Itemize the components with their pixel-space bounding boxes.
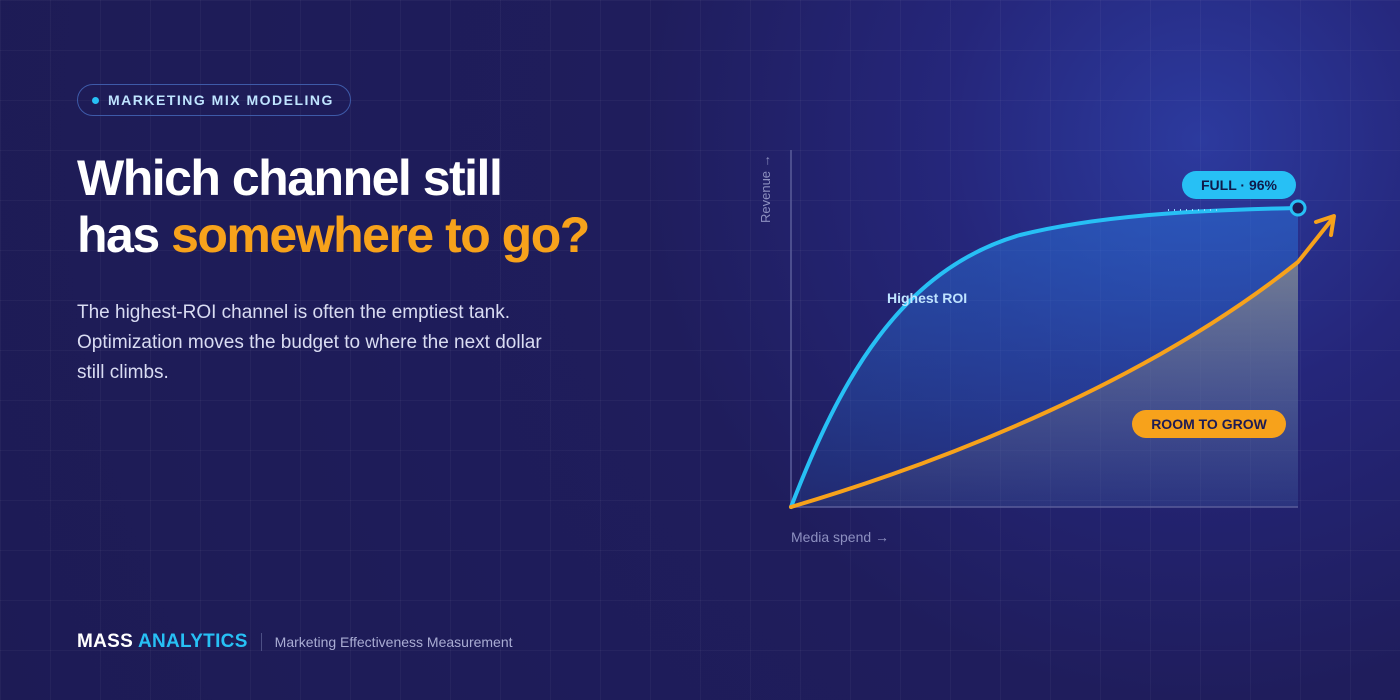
x-axis-label: Media spend → [791, 529, 889, 545]
footer: MASS ANALYTICS Marketing Effectiveness M… [77, 630, 513, 654]
full-label: FULL · 96% [1201, 177, 1278, 193]
full-marker [1289, 199, 1307, 217]
badge: MARKETING MIX MODELING [77, 84, 351, 116]
grow-pill [1132, 410, 1286, 438]
badge-text: MARKETING MIX MODELING [108, 92, 334, 108]
blue-curve [789, 206, 1300, 509]
brand: MASS ANALYTICS [77, 631, 248, 653]
headline-text: has [77, 207, 160, 263]
headline-highlight: somewhere to go? [171, 207, 590, 263]
brand-highlight: ANALYTICS [137, 631, 248, 652]
grow-label: ROOM TO GROW [1151, 416, 1267, 432]
headline-line: has somewhere to go? [77, 207, 590, 264]
brand-text: MASS [77, 631, 134, 652]
y-axis-label: Revenue → [758, 154, 773, 223]
gray-area [791, 262, 1298, 507]
badge-dot [92, 97, 99, 104]
body-text: The highest-ROI channel is often the emp… [77, 302, 542, 383]
full-pill [1182, 171, 1296, 199]
headline: Which channel still has somewhere to go? [77, 150, 590, 264]
curve-label: Highest ROI [887, 290, 967, 306]
headline-line: Which channel still [77, 150, 503, 206]
arrow-head [1314, 214, 1336, 237]
orange-curve [789, 216, 1335, 509]
tagline: Marketing Effectiveness Measurement [274, 634, 513, 650]
separator [260, 633, 262, 651]
